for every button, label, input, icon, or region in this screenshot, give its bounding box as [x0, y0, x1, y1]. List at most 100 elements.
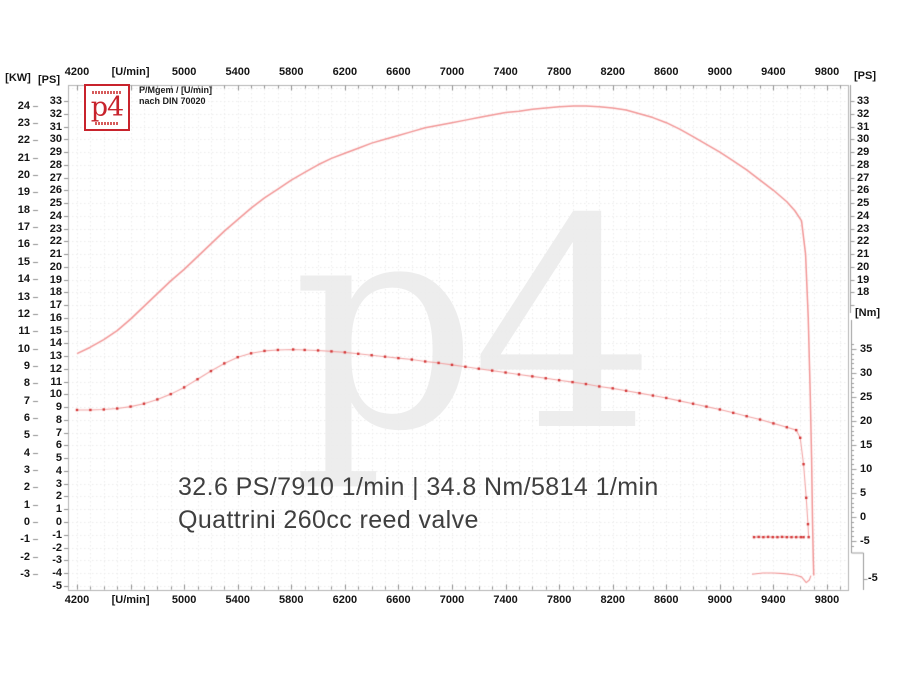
tick-label: 15 — [860, 439, 873, 451]
tick-label: 7000 — [439, 66, 465, 78]
annotation: 32.6 PS/7910 1/min | 34.8 Nm/5814 1/min … — [178, 471, 659, 537]
tick-label: 1 — [55, 503, 62, 516]
tick-label: -5 — [860, 535, 870, 547]
tick-label: 10 — [49, 388, 62, 401]
tick-label: 7800 — [546, 594, 572, 606]
tick-label: 7800 — [546, 66, 572, 78]
tick-label: 18 — [857, 286, 870, 299]
tick-label: 4 — [55, 464, 62, 477]
tick-label: 9400 — [761, 594, 786, 606]
tick-label: 7 — [55, 426, 62, 439]
tick-label: 19 — [857, 273, 870, 286]
tick-label: 8600 — [654, 594, 679, 606]
tick-label: 17 — [17, 221, 30, 234]
tick-label: 3 — [55, 477, 62, 490]
tick-label: 0 — [23, 516, 30, 528]
tick-label: 24 — [857, 209, 870, 222]
tick-label: 5400 — [225, 594, 250, 606]
tick-label: 8200 — [600, 594, 625, 606]
tick-label: 27 — [857, 171, 870, 184]
tick-label: 24 — [49, 209, 62, 222]
kw-axis-header: [KW] — [5, 72, 31, 84]
tick-label: 25 — [857, 197, 870, 210]
tick-label: 33 — [49, 95, 62, 107]
tick-label: 15 — [17, 255, 30, 268]
tick-label: 6 — [23, 411, 30, 424]
tick-label: 20 — [857, 260, 870, 273]
logo-box: p4 — [84, 84, 130, 131]
tick-label: 3 — [23, 463, 30, 476]
tick-label: 14 — [49, 337, 62, 350]
tick-label: 28 — [857, 158, 870, 171]
tick-label: 0 — [55, 516, 62, 528]
tick-label: 22 — [857, 235, 870, 248]
tick-label: 10 — [860, 463, 873, 475]
tick-label: 7 — [23, 394, 30, 407]
logo-microtext-top — [92, 90, 122, 94]
tick-label: 1 — [23, 498, 30, 511]
tick-label: 22 — [17, 134, 30, 147]
tick-label: 27 — [49, 171, 62, 184]
tick-label: 9400 — [761, 66, 786, 78]
tick-label: 9000 — [707, 66, 733, 78]
tick-label: 33 — [857, 95, 870, 107]
tick-label: [U/min] — [111, 66, 150, 78]
tick-label: 29 — [857, 146, 870, 159]
tick-label: 9 — [23, 359, 30, 372]
tick-label: 5 — [23, 429, 30, 442]
tick-label: 30 — [860, 367, 873, 379]
tick-label: 13 — [49, 350, 62, 363]
logo-microtext-bottom — [95, 121, 119, 125]
tick-label: 12 — [49, 362, 62, 375]
tick-label: 21 — [17, 151, 30, 164]
tick-label: 35 — [860, 343, 873, 355]
tick-label: 16 — [49, 311, 62, 324]
tick-label: 23 — [857, 222, 870, 235]
tick-label: 8200 — [600, 66, 625, 78]
tick-label: 16 — [17, 238, 30, 251]
tick-label: 13 — [17, 290, 30, 303]
tick-label: 8 — [55, 413, 62, 426]
measurement-mode-label: P/Mgem / [U/min] — [139, 85, 213, 95]
tick-label: 28 — [49, 158, 62, 171]
tick-label: 7400 — [493, 66, 518, 78]
tick-label: 5800 — [279, 66, 304, 78]
tick-label: 2 — [23, 481, 30, 494]
tick-label: 18 — [49, 286, 62, 299]
tick-label: 24 — [17, 99, 30, 112]
tick-label: 5000 — [171, 594, 197, 606]
tick-label: 9800 — [814, 66, 840, 78]
tick-label: 32 — [49, 107, 62, 120]
tick-label: 20 — [49, 260, 62, 273]
tick-label: 14 — [17, 273, 30, 286]
tick-label: -1 — [52, 528, 62, 541]
tick-label: 21 — [857, 248, 870, 261]
tick-label: 12 — [17, 307, 30, 320]
tick-label: 17 — [49, 299, 62, 312]
tick-label: 8600 — [654, 66, 679, 78]
tick-label: 21 — [49, 248, 62, 261]
tick-label: 23 — [49, 222, 62, 235]
tick-label: 9 — [55, 401, 62, 414]
din-standard-note: nach DIN 70020 — [139, 96, 206, 106]
tick-label: 11 — [18, 325, 30, 338]
tick-label: 4200 — [64, 594, 90, 606]
annotation-engine-name: Quattrini 260cc reed valve — [178, 506, 479, 534]
tick-label: 5400 — [225, 66, 250, 78]
tick-label: 26 — [49, 184, 62, 197]
ps-right-axis-header: [PS] — [854, 70, 876, 82]
tick-label: 2 — [55, 490, 62, 503]
tick-label: 6600 — [386, 594, 411, 606]
tick-label: -1 — [20, 533, 30, 546]
ps-left-axis-header: [PS] — [38, 74, 60, 86]
tick-label: 30 — [49, 133, 62, 146]
tick-label: 20 — [860, 415, 873, 427]
tick-label: 29 — [49, 146, 62, 159]
tick-label: 25 — [860, 391, 873, 403]
tick-label: 4200 — [64, 66, 90, 78]
tick-label: 6200 — [332, 66, 358, 78]
tick-label: 10 — [17, 342, 30, 355]
tick-label: 23 — [17, 117, 30, 130]
tick-label: 32 — [857, 107, 870, 120]
